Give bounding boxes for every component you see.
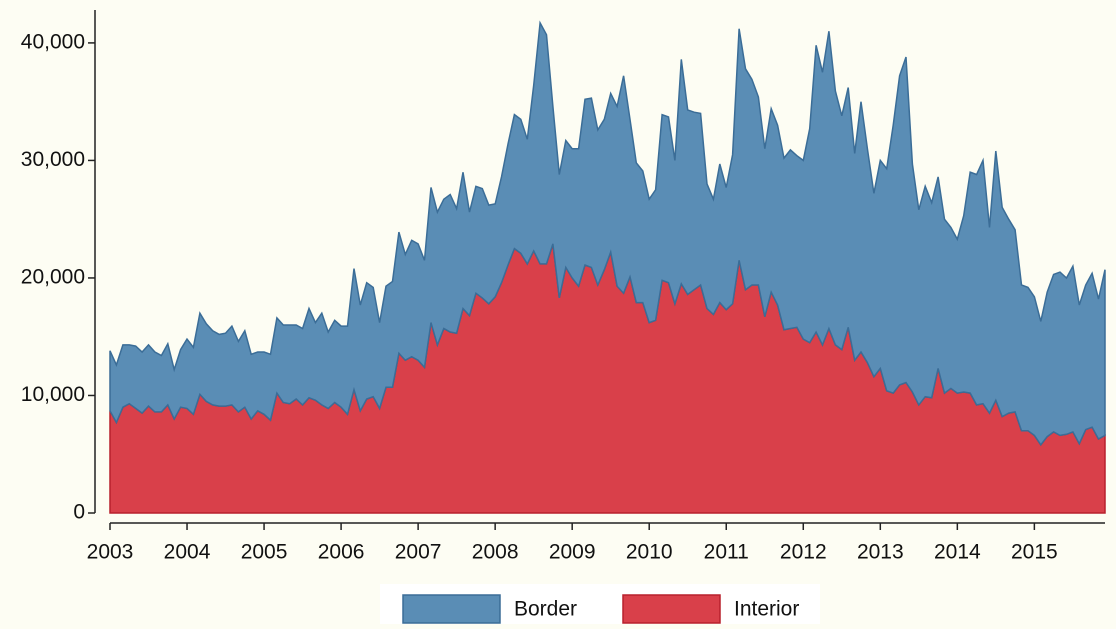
y-tick-label: 10,000 bbox=[21, 383, 85, 406]
x-tick-label: 2012 bbox=[780, 541, 827, 564]
x-tick-label: 2005 bbox=[241, 541, 288, 564]
x-tick-label: 2007 bbox=[395, 541, 442, 564]
legend-swatch bbox=[402, 594, 501, 624]
x-tick-label: 2014 bbox=[934, 541, 981, 564]
legend-label: Interior bbox=[734, 598, 799, 621]
x-tick-label: 2003 bbox=[87, 541, 134, 564]
x-tick-label: 2011 bbox=[704, 541, 749, 564]
y-tick-label: 30,000 bbox=[21, 148, 85, 171]
x-tick-label: 2010 bbox=[626, 541, 673, 564]
y-tick-label: 20,000 bbox=[21, 266, 85, 289]
x-tick-label: 2004 bbox=[164, 541, 211, 564]
x-tick-label: 2013 bbox=[857, 541, 904, 564]
x-tick-label: 2008 bbox=[472, 541, 519, 564]
x-tick-label: 2015 bbox=[1011, 541, 1058, 564]
x-tick-label: 2006 bbox=[318, 541, 365, 564]
y-tick-label: 40,000 bbox=[21, 30, 85, 53]
area bbox=[109, 20, 1106, 447]
legend-swatch bbox=[622, 594, 721, 624]
y-tick-label: 0 bbox=[73, 501, 85, 524]
legend-label: Border bbox=[514, 598, 577, 621]
x-tick-label: 2009 bbox=[549, 541, 596, 564]
